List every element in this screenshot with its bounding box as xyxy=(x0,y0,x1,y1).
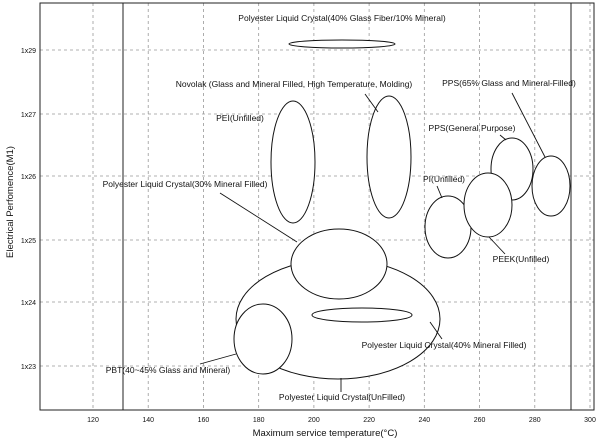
leader-line xyxy=(499,134,507,141)
bubble-label: PPS(65% Glass and Mineral-Filled) xyxy=(442,78,576,88)
y-axis-ticks: 1x23 1x24 1x25 1x26 1x27 1x29 xyxy=(21,48,36,371)
bubble xyxy=(270,100,316,224)
leader-line xyxy=(488,236,506,255)
bubble-label: PEI(Unfilled) xyxy=(216,113,264,123)
x-tick-label: 220 xyxy=(363,417,375,424)
bubble-label: Novolak (Glass and Mineral Filled, High … xyxy=(176,79,413,89)
bubble xyxy=(233,303,293,375)
bubble-label: Polyester Liquid Crystal(40% Mineral Fil… xyxy=(362,340,527,350)
x-tick-label: 180 xyxy=(253,417,265,424)
bubble xyxy=(463,172,513,238)
y-tick-label: 1x24 xyxy=(21,300,36,307)
plot-frame xyxy=(39,2,595,411)
bubble xyxy=(366,95,412,219)
x-axis-ticks: 120 140 160 180 200 220 240 260 280 300 xyxy=(87,417,596,424)
x-tick-label: 140 xyxy=(142,417,154,424)
x-tick-label: 200 xyxy=(308,417,320,424)
bubble-label: PBT(40~45% Glass and Mineral) xyxy=(106,365,231,375)
x-tick-label: 120 xyxy=(87,417,99,424)
leader-line xyxy=(429,321,443,340)
x-tick-label: 260 xyxy=(474,417,486,424)
bubbles xyxy=(233,39,571,380)
x-tick-label: 280 xyxy=(529,417,541,424)
y-tick-label: 1x26 xyxy=(21,174,36,181)
y-tick-label: 1x27 xyxy=(21,112,36,119)
leader-line xyxy=(219,192,298,243)
x-tick-label: 160 xyxy=(198,417,210,424)
leader-line xyxy=(364,93,379,113)
leader-lines xyxy=(199,92,546,392)
bubble-labels: Polyester Liquid Crystal(40% Glass Fiber… xyxy=(103,13,576,402)
y-tick-label: 1x23 xyxy=(21,364,36,371)
y-tick-label: 1x29 xyxy=(21,48,36,55)
leader-line xyxy=(199,353,237,365)
bubble xyxy=(288,39,396,49)
bubble-label: PI(Unfilled) xyxy=(423,174,465,184)
bubble-label: Polyester Liquid Crystal(40% Glass Fiber… xyxy=(238,13,446,23)
y-tick-label: 1x25 xyxy=(21,238,36,245)
bubble-label: Polyester Liquid Crystal(UnFilled) xyxy=(279,392,405,402)
y-axis-title: Electrical Perfomence(M1) xyxy=(5,146,16,258)
leader-line xyxy=(511,92,546,158)
x-tick-label: 300 xyxy=(584,417,596,424)
plot-border xyxy=(39,2,595,411)
bubble xyxy=(531,155,571,217)
bubble xyxy=(311,307,413,323)
bubble-label: PEEK(Unfilled) xyxy=(493,254,550,264)
bubble-label: PPS(General Purpose) xyxy=(429,123,516,133)
leader-line xyxy=(436,185,443,199)
bubble xyxy=(290,228,388,300)
x-tick-label: 240 xyxy=(418,417,430,424)
bubble-label: Polyester Liquid Crystal(30% Mineral Fil… xyxy=(103,179,268,189)
x-axis-title: Maximum service temperature(°C) xyxy=(253,428,398,439)
